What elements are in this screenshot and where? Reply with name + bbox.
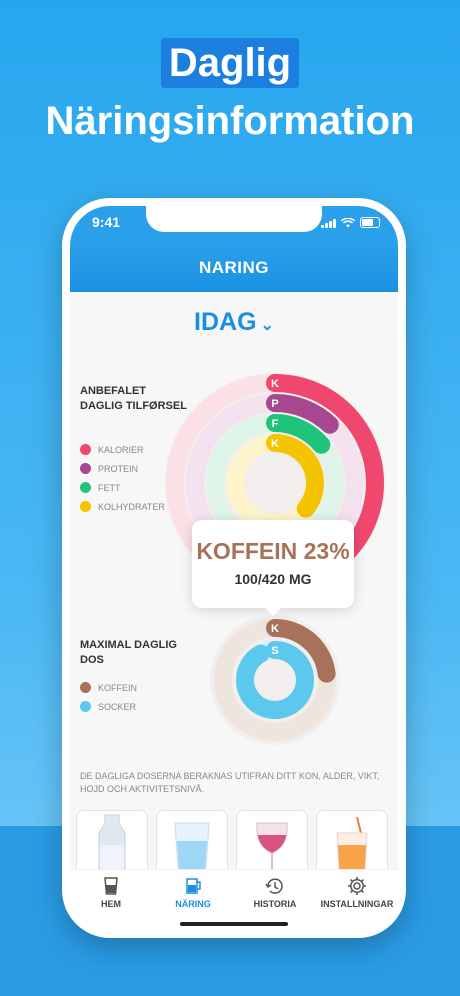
- recommended-legend-dot: [80, 463, 91, 474]
- max-dose-legend: KOFFEIN SOCKER: [80, 678, 137, 716]
- max-dose-legend-item: SOCKER: [80, 697, 137, 716]
- recommended-legend-dot: [80, 482, 91, 493]
- max-dose-legend-item: KOFFEIN: [80, 678, 137, 697]
- nutrition-content: IDAG ⌄ ANBEFALET DAGLIG TILFØRSEL KALORIE…: [70, 292, 398, 882]
- recommended-legend: KALORIER PROTEIN FETT KOLHYDRATER: [80, 440, 165, 516]
- recommended-ring-badge: [266, 374, 284, 392]
- chevron-down-icon: ⌄: [260, 317, 274, 334]
- promo-headline-highlight: Daglig: [160, 38, 300, 88]
- nav-title: NARING: [70, 244, 398, 292]
- max-dose-legend-dot: [80, 701, 91, 712]
- max-dose-ring-letter: K: [271, 623, 279, 635]
- status-time: 9:41: [92, 214, 121, 230]
- signal-icon: [321, 219, 336, 228]
- tab-naring[interactable]: NÄRING: [152, 870, 234, 930]
- tab-historia[interactable]: HISTORIA: [234, 870, 316, 930]
- wifi-icon: [341, 218, 355, 228]
- pitcher-icon: [186, 878, 201, 894]
- recommended-title: ANBEFALET DAGLIG TILFØRSEL: [80, 385, 187, 412]
- promo-headline-highlight-wrap: Daglig: [0, 38, 460, 88]
- milk-bottle-icon: [98, 814, 126, 881]
- recommended-legend-dot: [80, 501, 91, 512]
- tab-installningar[interactable]: INSTALLNINGAR: [316, 870, 398, 930]
- max-dose-ring-badge: [266, 641, 284, 659]
- status-bar: 9:41: [70, 206, 398, 244]
- recommended-ring-letter: P: [271, 398, 278, 410]
- date-selector-label: IDAG: [194, 308, 257, 336]
- tab-hem-label: HEM: [101, 899, 121, 909]
- home-indicator: [180, 922, 288, 926]
- tab-bar: HEM NÄRING HISTORIA INSTALLNINGAR: [70, 869, 398, 930]
- wine-glass-icon: [256, 822, 288, 881]
- recommended-legend-dot: [80, 444, 91, 455]
- gear-icon: [348, 877, 366, 895]
- recommended-ring-badge: [266, 414, 284, 432]
- max-dose-ring-letter: S: [271, 645, 278, 657]
- recommended-legend-item: KOLHYDRATER: [80, 497, 165, 516]
- date-selector[interactable]: IDAG ⌄: [70, 308, 398, 337]
- caffeine-tooltip: KOFFEIN 23% 100/420 MG: [192, 520, 354, 616]
- max-dose-ring-chart[interactable]: KS: [205, 610, 345, 750]
- history-clock-icon: [265, 878, 283, 894]
- recommended-ring-badge: [266, 394, 284, 412]
- recommended-legend-label: PROTEIN: [98, 463, 139, 474]
- dose-note: DE DAGLIGA DOSERNA BERAKNAS UTIFRAN DITT…: [80, 771, 380, 794]
- max-dose-legend-dot: [80, 682, 91, 693]
- recommended-ring-letter: F: [272, 418, 279, 430]
- phone-screen: 9:41 NARING IDAG ⌄ ANBEFALET DAGLIG TILFØ…: [70, 206, 398, 930]
- recommended-legend-label: KOLHYDRATER: [98, 501, 165, 512]
- tooltip-subtitle: 100/420 MG: [234, 571, 312, 587]
- recommended-ring-letter: K: [271, 378, 279, 390]
- recommended-ring-badge: [266, 434, 284, 452]
- status-icons: [321, 217, 380, 228]
- tab-historia-label: HISTORIA: [253, 899, 297, 909]
- recommended-ring-letter: K: [271, 438, 279, 450]
- glass-icon: [104, 877, 118, 895]
- tab-installningar-label: INSTALLNINGAR: [320, 899, 394, 909]
- max-dose-legend-label: SOCKER: [98, 701, 137, 712]
- phone-frame: 9:41 NARING IDAG ⌄ ANBEFALET DAGLIG TILFØ…: [62, 198, 406, 938]
- tab-hem[interactable]: HEM: [70, 870, 152, 930]
- recommended-legend-label: FETT: [98, 482, 121, 493]
- max-dose-title: MAXIMAL DAGLIG DOS: [80, 639, 177, 666]
- max-dose-ring-badge: [266, 619, 284, 637]
- promo-headline: Näringsinformation: [45, 99, 415, 143]
- battery-icon: [360, 217, 380, 228]
- recommended-legend-item: KALORIER: [80, 440, 165, 459]
- recommended-legend-item: FETT: [80, 478, 165, 497]
- recommended-legend-label: KALORIER: [98, 444, 144, 455]
- tab-naring-label: NÄRING: [175, 899, 211, 909]
- max-dose-legend-label: KOFFEIN: [98, 682, 138, 693]
- recommended-legend-item: PROTEIN: [80, 459, 165, 478]
- tooltip-title: KOFFEIN 23%: [196, 538, 350, 564]
- notch: [146, 206, 322, 232]
